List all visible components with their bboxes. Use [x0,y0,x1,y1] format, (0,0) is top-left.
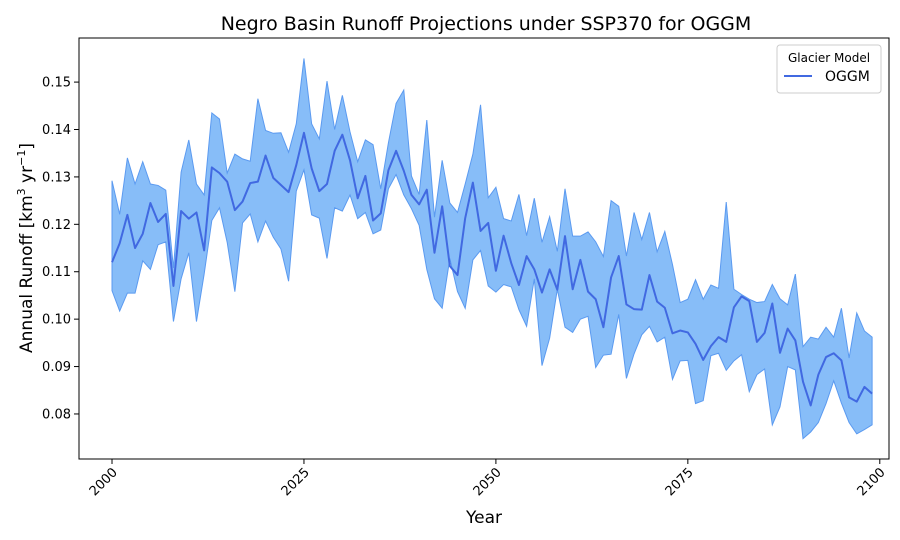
plot-frame [78,37,890,460]
x-tick-label: 2050 [471,465,505,499]
y-tick-label: 0.09 [42,360,71,375]
mean-line-oggm [111,131,873,407]
y-axis-label: Annual Runoff [km3 yr−1] [15,143,37,353]
y-tick-label: 0.12 [42,218,71,233]
y-tick-label: 0.10 [42,313,71,328]
chart-title: Negro Basin Runoff Projections under SSP… [221,13,752,35]
y-tick-label: 0.08 [42,407,71,422]
x-tick-label: 2025 [279,465,313,499]
y-tick-label: 0.15 [42,76,71,91]
y-tick-label: 0.13 [42,170,71,185]
y-axis-label-main: Annual Runoff [km [17,195,37,353]
y-axis-label-exp2: −1 [15,150,28,166]
legend-label-oggm: OGGM [825,69,870,85]
legend: Glacier Model OGGM [776,44,882,94]
x-tick-label: 2075 [663,465,697,499]
y-axis-label-end: ] [17,143,37,150]
x-tick-label: 2100 [855,465,889,499]
legend-box [776,44,882,94]
y-axis-label-mid: yr [17,166,37,188]
y-axis-label-exp1: 3 [15,188,28,195]
y-tick-label: 0.11 [42,265,71,280]
x-axis-ticks: 2000 2025 2050 2075 2100 [87,459,889,499]
legend-title: Glacier Model [788,51,870,65]
plot-area [111,58,873,440]
x-axis-label: Year [465,508,502,528]
x-tick-label: 2000 [87,465,121,499]
y-tick-label: 0.14 [42,123,71,138]
y-axis-ticks: 0.08 0.09 0.10 0.11 0.12 0.13 0.14 0.15 [42,76,79,422]
